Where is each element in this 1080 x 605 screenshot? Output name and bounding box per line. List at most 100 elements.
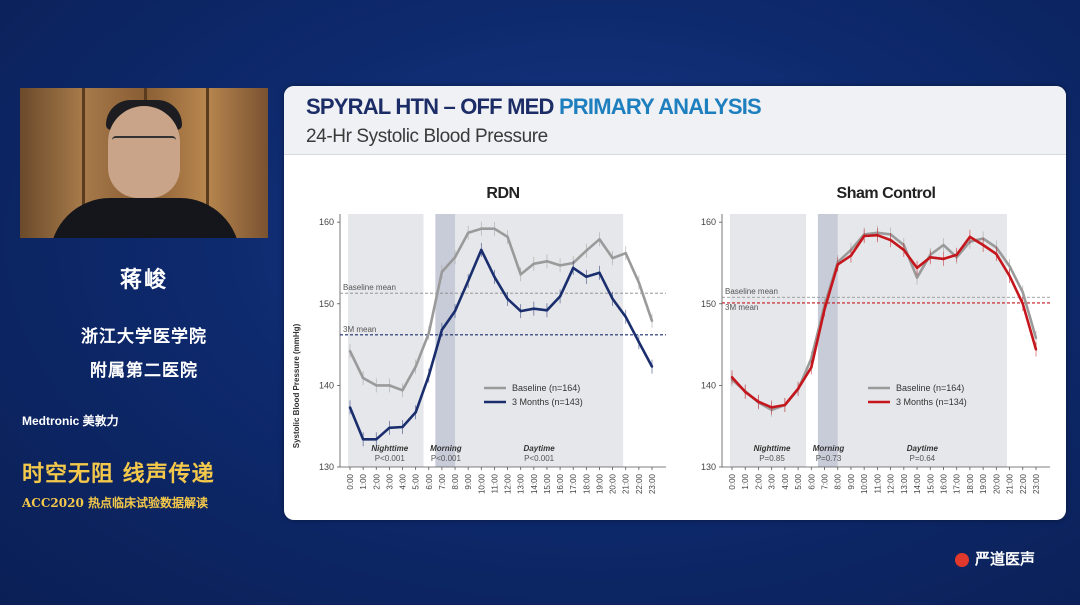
x-tick-label: 5:00 xyxy=(412,473,421,489)
period-label: Nighttime xyxy=(371,444,408,453)
x-tick-label: 1:00 xyxy=(359,473,368,489)
period-label: Morning xyxy=(813,444,845,453)
speaker-name: 蒋峻 xyxy=(119,267,168,292)
y-tick-label: 150 xyxy=(701,299,716,309)
x-tick-label: 7:00 xyxy=(821,473,830,489)
morning-shade xyxy=(817,214,840,467)
series-line xyxy=(348,248,654,441)
x-tick-label: 23:00 xyxy=(648,473,657,494)
legend-label: 3 Months (n=143) xyxy=(512,397,583,407)
x-tick-label: 21:00 xyxy=(1006,473,1015,494)
period-p-value: P<0.001 xyxy=(431,454,462,463)
y-tick-label: 150 xyxy=(319,299,334,309)
legend-label: 3 Months (n=134) xyxy=(896,397,967,407)
series-line xyxy=(731,233,1038,409)
legend-label: Baseline (n=164) xyxy=(896,383,964,393)
x-tick-label: 1:00 xyxy=(741,473,750,489)
x-tick-label: 0:00 xyxy=(728,473,737,489)
y-tick-label: 160 xyxy=(319,217,334,227)
period-label: Daytime xyxy=(524,444,556,453)
x-tick-label: 19:00 xyxy=(979,473,988,494)
x-tick-label: 22:00 xyxy=(635,473,644,494)
period-p-value: P=0.64 xyxy=(910,454,936,463)
x-tick-label: 12:00 xyxy=(504,473,513,494)
period-label: Daytime xyxy=(907,444,939,453)
period-p-value: P<0.001 xyxy=(524,454,555,463)
y-tick-label: 140 xyxy=(701,380,716,390)
x-tick-label: 2:00 xyxy=(754,473,763,489)
x-tick-label: 22:00 xyxy=(1019,473,1028,494)
chart-panel-1: RDN 130 140 150 160 0:00 1:00 2:00 3:00 4:00 5:00 6… xyxy=(319,185,666,494)
x-tick-label: 14:00 xyxy=(913,473,922,494)
slide-header: SPYRAL HTN – OFF MED PRIMARY ANALYSIS 24… xyxy=(284,86,1066,155)
x-tick-label: 4:00 xyxy=(399,473,408,489)
x-tick-label: 18:00 xyxy=(966,473,975,494)
reference-label: Baseline mean xyxy=(343,283,396,292)
reference-label: Baseline mean xyxy=(725,287,778,296)
x-tick-label: 9:00 xyxy=(847,473,856,489)
period-p-value: P=0.85 xyxy=(759,454,785,463)
reference-label: 3M mean xyxy=(343,325,376,334)
x-tick-label: 20:00 xyxy=(992,473,1001,494)
slide-title-part2: PRIMARY ANALYSIS xyxy=(558,94,762,119)
x-tick-label: 10:00 xyxy=(477,473,486,494)
x-tick-label: 8:00 xyxy=(451,473,460,489)
sponsor-label: Medtronic 美敦力 xyxy=(22,414,119,428)
daytime-shade xyxy=(837,214,1007,467)
x-tick-label: 9:00 xyxy=(464,473,473,489)
x-tick-label: 15:00 xyxy=(926,473,935,494)
x-tick-label: 0:00 xyxy=(346,473,355,489)
period-label: Nighttime xyxy=(754,444,791,453)
nighttime-shade xyxy=(348,214,424,467)
x-tick-label: 21:00 xyxy=(622,473,631,494)
x-tick-label: 7:00 xyxy=(438,473,447,489)
x-tick-label: 16:00 xyxy=(939,473,948,494)
reference-label: 3M mean xyxy=(725,303,758,312)
x-tick-label: 6:00 xyxy=(425,473,434,489)
x-tick-label: 19:00 xyxy=(595,473,604,494)
x-tick-label: 13:00 xyxy=(900,473,909,494)
chart-title: RDN xyxy=(486,185,519,202)
speaker-affiliation-1: 浙江大学医学院 xyxy=(81,327,207,346)
x-tick-label: 23:00 xyxy=(1032,473,1041,494)
nighttime-shade xyxy=(730,214,807,467)
brand-logo: 严道医声 xyxy=(955,548,1035,569)
x-tick-label: 14:00 xyxy=(530,473,539,494)
x-tick-label: 15:00 xyxy=(543,473,552,494)
series-line xyxy=(348,227,654,392)
x-tick-label: 11:00 xyxy=(873,473,882,493)
x-tick-label: 12:00 xyxy=(887,473,896,494)
chart-panel-2: Sham Control 130 140 150 160 0:00 1:00 2:00 3:00… xyxy=(701,185,1050,494)
slide-title: SPYRAL HTN – OFF MED PRIMARY ANALYSIS xyxy=(306,94,762,120)
y-tick-label: 130 xyxy=(319,462,334,472)
logo-text: 严道医声 xyxy=(975,551,1036,568)
x-tick-label: 5:00 xyxy=(794,473,803,489)
slogan: 时空无阻 线声传递 xyxy=(22,461,215,487)
x-tick-label: 18:00 xyxy=(582,473,591,494)
x-tick-label: 4:00 xyxy=(781,473,790,489)
y-tick-label: 160 xyxy=(701,217,716,227)
x-tick-label: 11:00 xyxy=(490,473,499,493)
x-tick-label: 13:00 xyxy=(517,473,526,494)
x-tick-label: 20:00 xyxy=(609,473,618,494)
speaker-video xyxy=(20,88,268,238)
slide-title-part1: SPYRAL HTN – OFF MED xyxy=(306,94,554,119)
slide-subtitle: 24-Hr Systolic Blood Pressure xyxy=(306,126,548,147)
period-p-value: P=0.73 xyxy=(816,454,842,463)
x-tick-label: 3:00 xyxy=(768,473,777,489)
period-label: Morning xyxy=(430,444,462,453)
y-tick-label: 130 xyxy=(701,462,716,472)
x-tick-label: 8:00 xyxy=(834,473,843,489)
event-subtitle: ACC2020 热点临床试验数据解读 xyxy=(22,496,208,510)
presentation-slide: SPYRAL HTN – OFF MED PRIMARY ANALYSIS 24… xyxy=(284,86,1066,520)
x-tick-label: 17:00 xyxy=(569,473,578,494)
x-tick-label: 10:00 xyxy=(860,473,869,494)
period-p-value: P<0.001 xyxy=(375,454,406,463)
x-tick-label: 17:00 xyxy=(953,473,962,494)
bp-charts: Systolic Blood Pressure (mmHg) RDN 130 140 1… xyxy=(292,185,1050,494)
x-tick-label: 6:00 xyxy=(807,473,816,489)
chart-title: Sham Control xyxy=(837,185,936,202)
logo-icon xyxy=(955,553,969,568)
legend-label: Baseline (n=164) xyxy=(512,383,580,393)
x-tick-label: 16:00 xyxy=(556,473,565,494)
